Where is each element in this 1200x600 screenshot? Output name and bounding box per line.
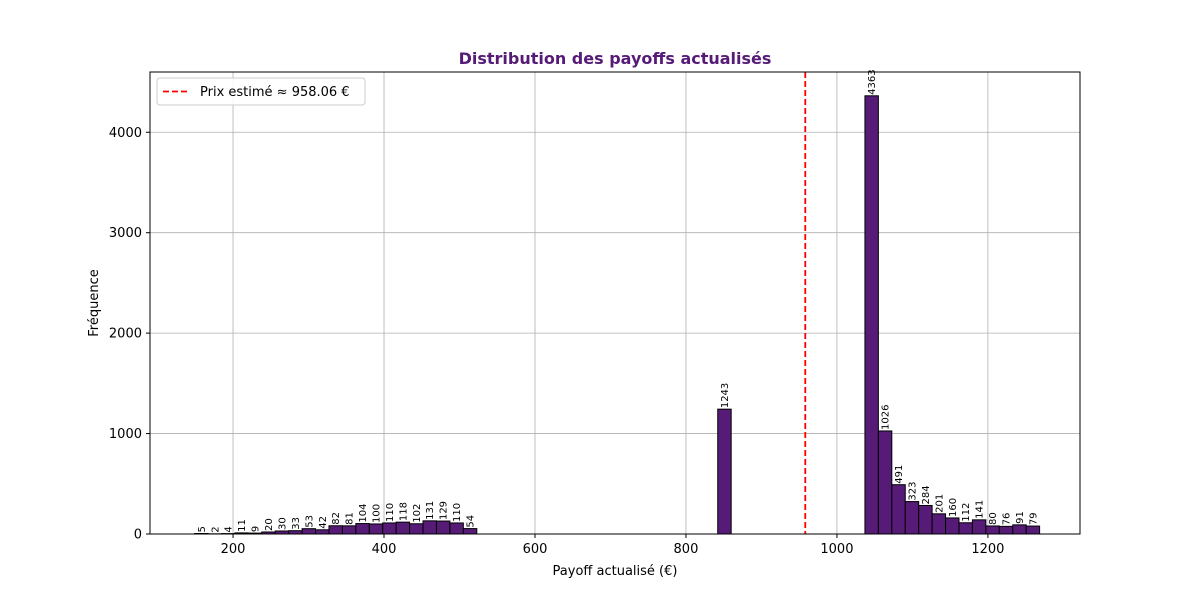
legend-label: Prix estimé ≈ 958.06 € (200, 85, 350, 100)
histogram-bar (382, 522, 397, 535)
x-tick-label: 200 (221, 542, 246, 557)
bar-count-label: 4 (224, 526, 235, 532)
histogram-bar (301, 528, 317, 535)
bar-count-label: 284 (921, 485, 932, 504)
bar-count-label: 20 (264, 518, 275, 531)
histogram-bar (328, 525, 343, 535)
bar-count-label: 131 (425, 501, 436, 520)
bar-count-label: 54 (466, 515, 477, 528)
bar-count-label: 80 (988, 512, 999, 525)
bar-count-label: 160 (948, 498, 959, 517)
chart-title: Distribution des payoffs actualisés (459, 49, 772, 68)
histogram-bar (877, 430, 893, 535)
x-tick-label: 400 (372, 542, 397, 557)
histogram-bar (409, 523, 424, 535)
bar-count-label: 42 (318, 516, 329, 529)
histogram-bar (1012, 524, 1027, 535)
grid-lines (150, 72, 1080, 535)
histogram-bar (422, 520, 437, 535)
legend-box (156, 77, 366, 106)
histogram-bar (971, 519, 987, 535)
histogram-bar (864, 95, 879, 535)
x-tick-label: 1200 (971, 542, 1004, 557)
bar-count-label: 201 (934, 494, 945, 513)
y-tick-label: 0 (134, 528, 142, 543)
bar-count-label: 5 (197, 526, 208, 532)
bars-group (194, 95, 1041, 535)
y-tick-label: 3000 (109, 226, 142, 241)
bar-count-label: 53 (304, 515, 315, 528)
histogram-bar (395, 521, 411, 535)
histogram-bar (1025, 525, 1041, 535)
plot-frame (149, 71, 1081, 535)
histogram-bar (904, 501, 920, 535)
histogram-bar (945, 517, 960, 535)
histogram-bar (315, 529, 330, 535)
histogram-bar (985, 525, 1000, 535)
y-tick-label: 1000 (109, 427, 142, 442)
histogram-bar (449, 522, 464, 535)
y-axis-ticks: 0 1000 2000 3000 4000 (109, 126, 150, 543)
bar-count-label: 118 (398, 502, 409, 521)
x-tick-label: 1000 (820, 542, 853, 557)
bar-count-label: 110 (452, 503, 463, 522)
bar-count-label: 76 (1002, 513, 1013, 526)
bar-count-label: 33 (291, 517, 302, 530)
bar-count-label: 129 (439, 501, 450, 520)
bar-count-label: 91 (1015, 511, 1026, 524)
bar-count-label: 491 (894, 465, 905, 484)
histogram-bar (998, 525, 1014, 535)
bar-count-label: 82 (331, 512, 342, 525)
bar-count-label: 81 (345, 512, 356, 525)
bar-count-label: 9 (251, 526, 262, 532)
bar-count-label: 110 (385, 503, 396, 522)
histogram-bar (918, 504, 933, 535)
histogram-bar (717, 408, 732, 535)
bar-count-label: 112 (961, 503, 972, 522)
bar-count-label: 104 (358, 503, 369, 522)
bar-count-label: 323 (907, 481, 918, 500)
x-axis-ticks: 200 400 600 800 1000 1200 (221, 534, 1004, 557)
bar-count-label: 11 (237, 519, 248, 532)
legend: Prix estimé ≈ 958.06 € (156, 77, 366, 106)
x-tick-label: 600 (523, 542, 548, 557)
y-tick-label: 2000 (109, 327, 142, 342)
histogram-bar (891, 484, 906, 535)
bar-count-label: 4363 (867, 69, 878, 94)
bar-count-label: 2 (210, 526, 221, 532)
histogram-bar (341, 525, 357, 535)
x-tick-label: 800 (674, 542, 699, 557)
bar-count-label: 1243 (720, 383, 731, 408)
y-axis-label: Fréquence (87, 269, 102, 336)
histogram-bar (931, 513, 947, 535)
bar-count-label: 100 (372, 504, 383, 523)
histogram-bar (355, 523, 370, 535)
x-axis-label: Payoff actualisé (€) (553, 564, 678, 579)
bar-count-label: 141 (975, 500, 986, 519)
histogram-bar (958, 522, 973, 535)
bar-count-label: 1026 (881, 405, 892, 430)
bar-labels-group: 5 2 4 11 9 20 30 33 53 42 82 81 104 100 110 118 102 131 12… (197, 69, 1040, 532)
bar-count-label: 79 (1028, 512, 1039, 525)
bar-count-label: 30 (277, 517, 288, 530)
histogram-bar (368, 523, 384, 535)
histogram-bar (462, 528, 478, 535)
histogram-bar (435, 520, 451, 535)
y-tick-label: 4000 (109, 126, 142, 141)
bar-count-label: 102 (412, 504, 423, 523)
